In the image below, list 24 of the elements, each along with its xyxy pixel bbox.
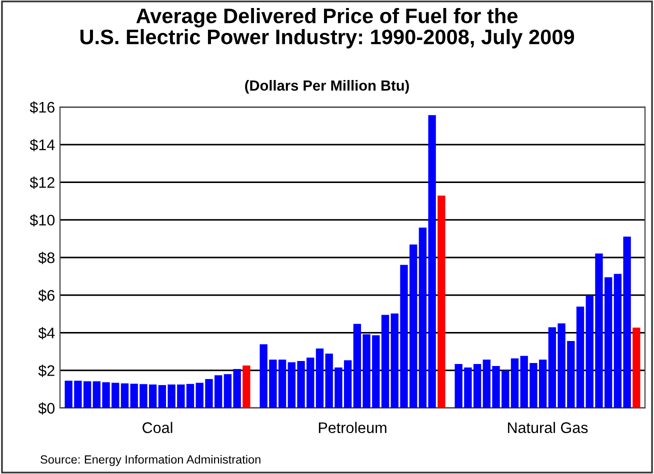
y-tick-label: $12 (30, 176, 54, 189)
source-note: Source: Energy Information Administration (40, 454, 260, 466)
chart-title: Average Delivered Price of Fuel for the U.S. Electric Power Industry: 1990-2008, July 2009 (80, 8, 574, 48)
y-tick-label: $6 (38, 289, 54, 302)
x-tick-label: Coal (142, 422, 172, 434)
chart-subtitle: (Dollars Per Million Btu) (245, 80, 409, 94)
x-tick-label: Natural Gas (508, 422, 588, 434)
bar (242, 365, 250, 408)
bar (120, 383, 129, 408)
x-tick-label: Petroleum (318, 422, 386, 434)
bar (316, 348, 324, 408)
y-tick-label: $14 (30, 138, 55, 152)
bar (632, 328, 640, 408)
bar (576, 306, 584, 408)
bar (510, 358, 519, 408)
bar (381, 314, 390, 408)
y-tick-label: $0 (38, 402, 55, 415)
y-tick-label: $4 (38, 326, 55, 340)
y-tick-label: $8 (38, 252, 54, 264)
y-tick-label: $2 (38, 364, 54, 377)
bar (186, 384, 194, 408)
y-tick-label: $16 (30, 101, 54, 114)
y-tick-label: $10 (30, 214, 55, 226)
bar (438, 196, 446, 408)
